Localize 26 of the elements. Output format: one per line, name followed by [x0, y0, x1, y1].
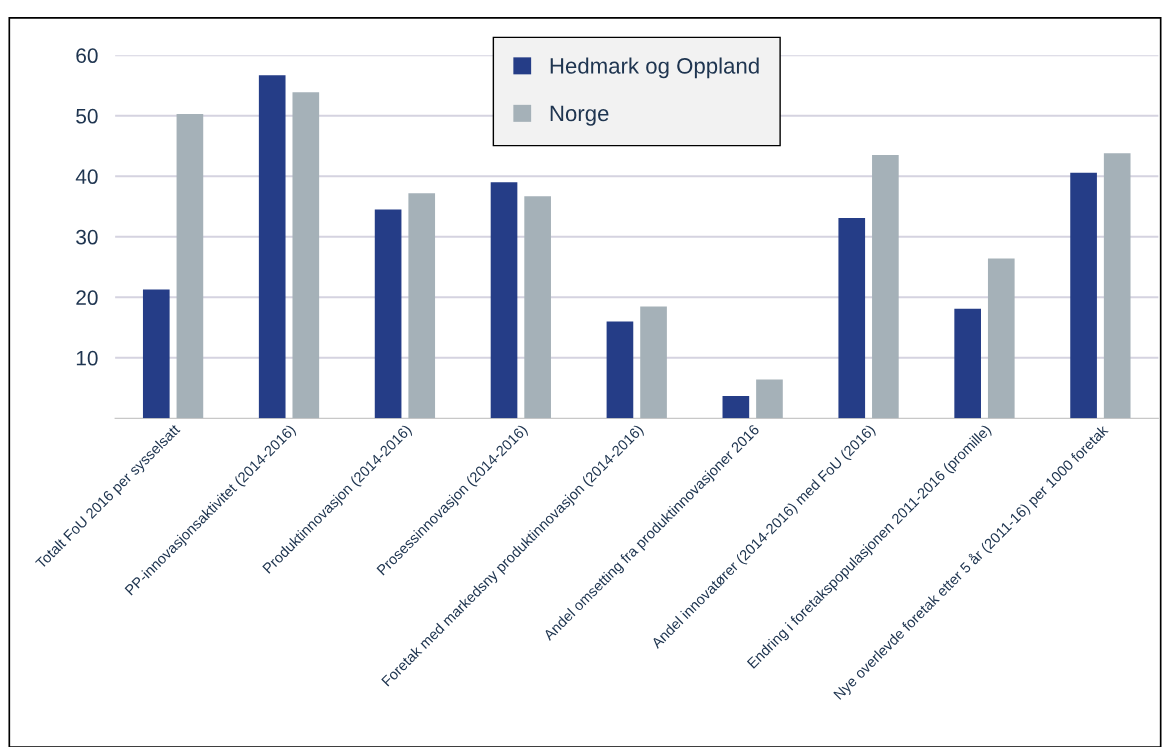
bar — [408, 193, 436, 419]
bar — [1103, 153, 1131, 419]
y-tick-label: 30 — [76, 229, 98, 245]
bar — [1070, 172, 1097, 419]
bar — [838, 218, 866, 419]
y-tick-label: 60 — [76, 48, 98, 64]
bar — [606, 321, 634, 419]
bar — [756, 379, 783, 419]
y-tick-label: 40 — [75, 169, 98, 185]
bar — [258, 75, 286, 419]
bar — [374, 209, 402, 419]
bar — [524, 196, 551, 419]
bar — [722, 395, 750, 419]
bar — [292, 92, 320, 419]
bar — [954, 308, 981, 419]
y-tick-label: 20 — [76, 290, 98, 306]
y-tick-label: 10 — [76, 350, 98, 366]
legend-label: Hedmark og Oppland — [550, 57, 759, 79]
bar — [872, 155, 899, 419]
bar — [142, 289, 170, 419]
bar — [987, 258, 1015, 419]
bar — [640, 306, 667, 419]
bar — [490, 182, 518, 419]
legend-label: Norge — [550, 105, 609, 126]
y-tick-label: 50 — [76, 108, 98, 124]
bar — [176, 113, 204, 419]
